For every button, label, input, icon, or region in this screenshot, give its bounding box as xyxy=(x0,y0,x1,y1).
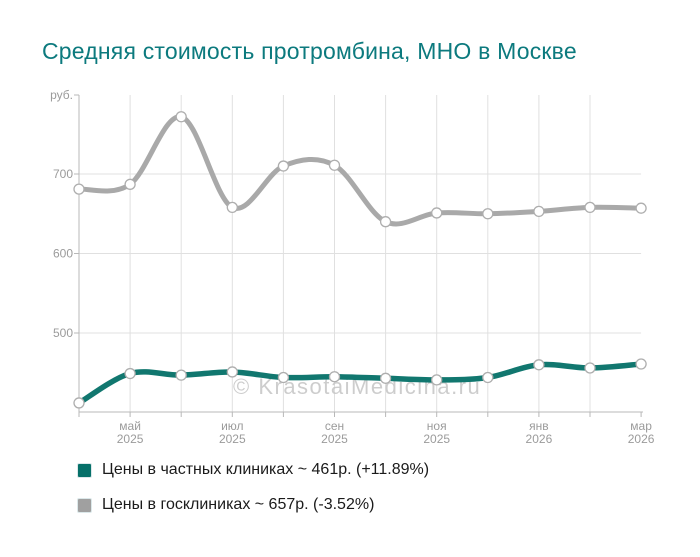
data-point-marker[interactable] xyxy=(379,372,392,384)
axes xyxy=(74,94,643,417)
data-point-marker[interactable] xyxy=(328,159,341,171)
legend-item-state-clinics: Цены в госклиниках ~ 657р. (-3.52%) xyxy=(77,494,429,516)
data-point-marker[interactable] xyxy=(431,207,443,219)
legend-label: Цены в частных клиниках ~ 461р. (+11.89%… xyxy=(102,461,430,478)
data-point-marker[interactable] xyxy=(226,366,238,378)
data-point-marker[interactable] xyxy=(328,371,341,383)
data-point-marker[interactable] xyxy=(175,369,187,381)
state-clinics-swatch xyxy=(77,497,92,513)
data-point-marker[interactable] xyxy=(277,160,290,172)
x-tick-label-year: 2026 xyxy=(628,432,655,446)
data-point-marker[interactable] xyxy=(431,374,443,386)
x-tick-label-month: мар xyxy=(630,419,652,433)
y-tick-label: 500 xyxy=(53,326,73,340)
private-clinics-markers xyxy=(73,358,647,409)
state-clinics-line[interactable] xyxy=(76,114,644,227)
data-point-marker[interactable] xyxy=(124,367,136,380)
data-point-marker[interactable] xyxy=(226,201,238,214)
data-point-marker[interactable] xyxy=(584,201,596,214)
y-tick-label: 600 xyxy=(53,247,73,261)
data-point-marker[interactable] xyxy=(533,205,545,218)
chart-legend: Цены в частных клиниках ~ 461р. (+11.89%… xyxy=(77,459,429,529)
data-point-marker[interactable] xyxy=(482,371,494,384)
data-point-marker[interactable] xyxy=(73,397,85,409)
price-trend-chart: © KrasotaiMedicina.ruруб.700600500май202… xyxy=(50,88,655,446)
x-tick-label-year: 2025 xyxy=(219,432,246,446)
x-tick-label-year: 2025 xyxy=(117,432,144,446)
currency-axis-label: руб. xyxy=(50,88,73,102)
data-point-marker[interactable] xyxy=(124,178,136,190)
data-point-marker[interactable] xyxy=(175,111,187,123)
x-tick-label-month: май xyxy=(119,419,141,433)
x-tick-label-month: янв xyxy=(529,419,549,433)
x-tick-label-month: сен xyxy=(325,419,344,433)
data-point-marker[interactable] xyxy=(584,362,596,374)
x-tick-label-year: 2025 xyxy=(423,432,450,446)
x-tick-label-month: июл xyxy=(221,419,243,433)
x-tick-label-year: 2025 xyxy=(321,432,348,446)
y-tick-label: 700 xyxy=(53,167,73,181)
data-point-marker[interactable] xyxy=(482,208,494,220)
x-tick-label-month: ноя xyxy=(427,419,447,433)
state-clinics-markers xyxy=(73,111,647,228)
data-point-marker[interactable] xyxy=(635,202,647,214)
private-clinics-swatch xyxy=(77,462,92,478)
data-point-marker[interactable] xyxy=(533,359,545,371)
data-point-marker[interactable] xyxy=(277,371,290,384)
chart-area: © KrasotaiMedicina.ru руб. 700 600 500 май 202… xyxy=(0,85,700,450)
legend-label: Цены в госклиниках ~ 657р. (-3.52%) xyxy=(102,496,375,513)
axis-labels: руб.700600500май2025июл2025сен2025ноя202… xyxy=(50,88,655,446)
data-point-marker[interactable] xyxy=(73,183,85,195)
legend-item-private-clinics: Цены в частных клиниках ~ 461р. (+11.89%… xyxy=(77,459,429,481)
gridlines xyxy=(79,95,642,412)
data-point-marker[interactable] xyxy=(379,216,392,228)
x-tick-label-year: 2026 xyxy=(526,432,553,446)
data-point-marker[interactable] xyxy=(635,358,647,370)
page-title: Средняя стоимость протромбина, МНО в Мос… xyxy=(42,38,577,64)
